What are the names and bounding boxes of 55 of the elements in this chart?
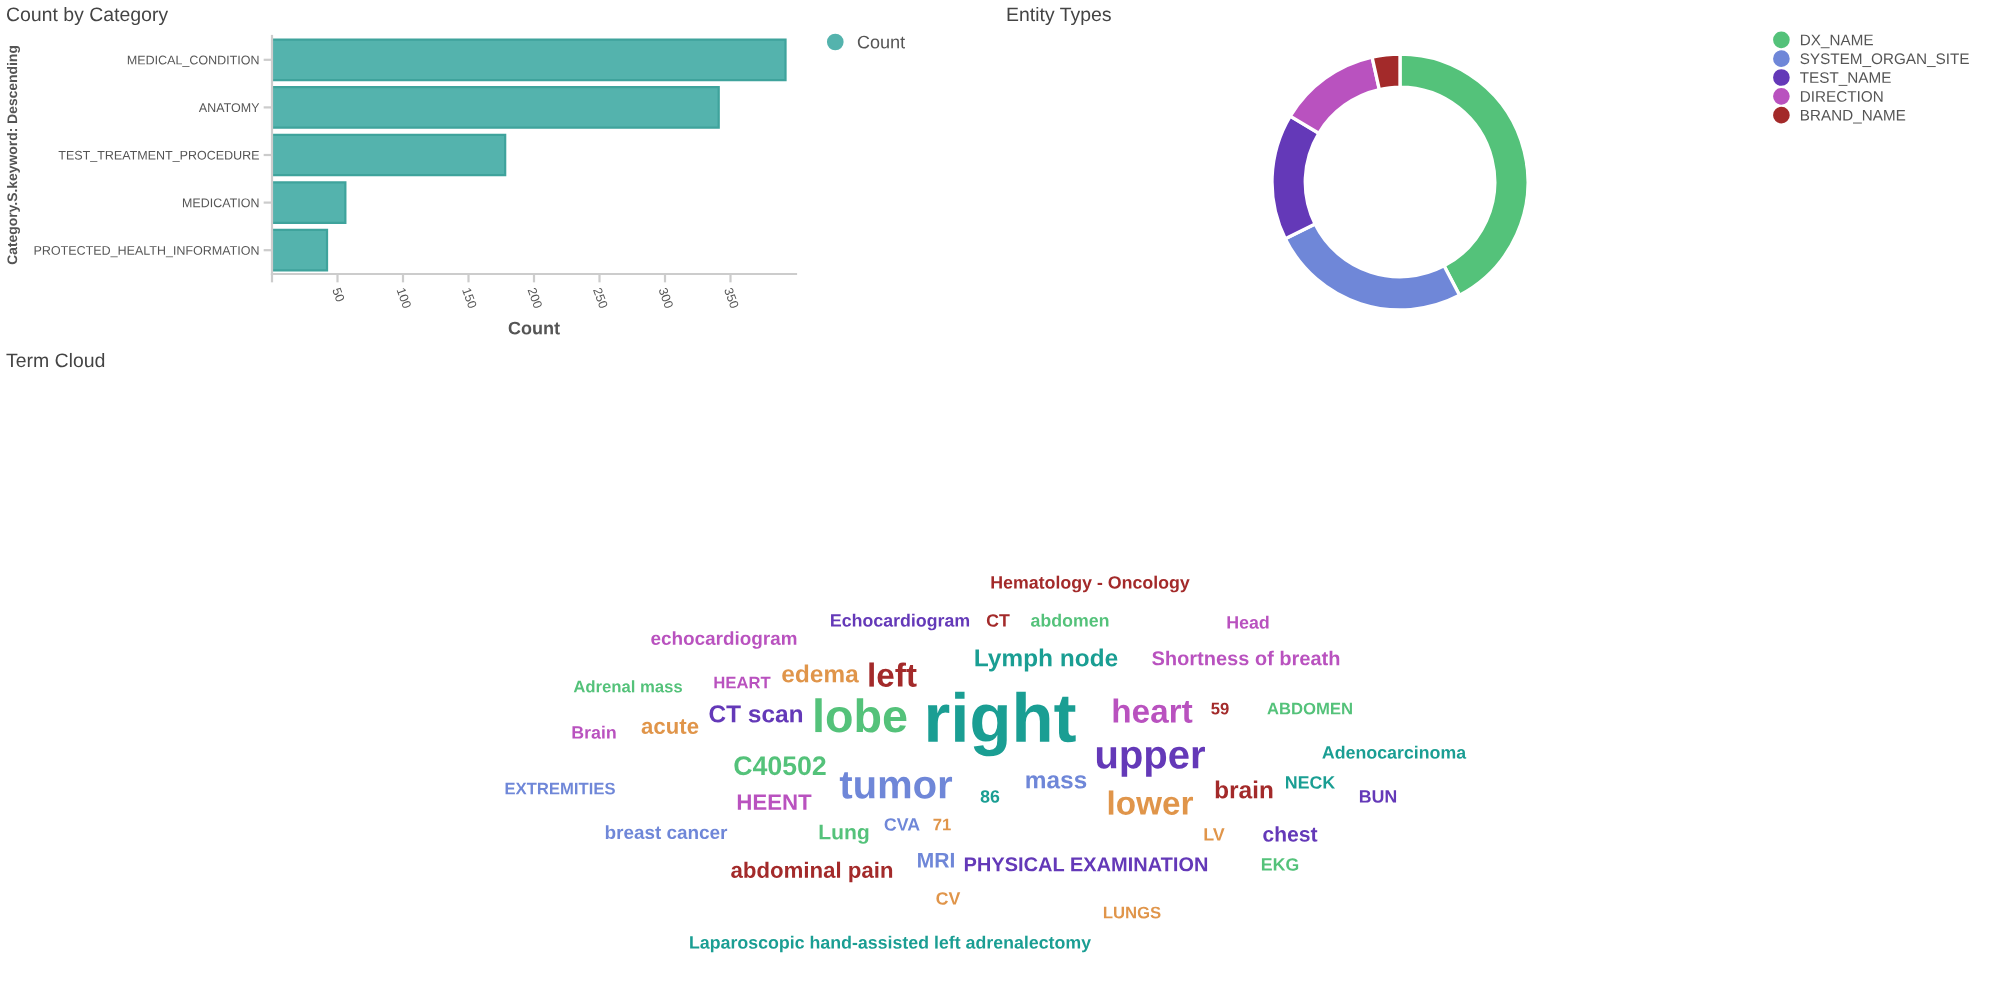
category-label: HEART: [714, 676, 771, 689]
category-label: lobe: [815, 698, 907, 733]
category-label: 86: [980, 790, 1000, 803]
category-label: EKG: [1261, 858, 1299, 871]
text: Entity Types: [1007, 6, 1111, 26]
category-label: breast cancer: [605, 825, 728, 840]
category-label: NECK: [1286, 776, 1336, 789]
category-label: left: [869, 662, 917, 687]
category-label: abdomen: [1031, 613, 1109, 627]
category-label: right: [928, 691, 1076, 757]
category-label: CV: [936, 892, 961, 905]
category-label: PHYSICAL EXAMINATION: [964, 857, 1208, 872]
category-label: MRI: [918, 852, 954, 868]
category-label: Laparoscopic hand-assisted left adrenalectomy: [690, 935, 1091, 953]
category-label: CT: [986, 614, 1010, 627]
legend-label: Count: [857, 35, 905, 49]
category-label: lower: [1108, 790, 1194, 815]
category-label: acute: [641, 719, 699, 734]
category-label: Lymph node: [975, 648, 1118, 672]
category-label: Adrenal mass: [573, 680, 682, 693]
category-label: Hematology - Oncology: [991, 575, 1190, 593]
category-label: brain: [1215, 780, 1273, 799]
category-label: Adenocarcinoma: [1322, 745, 1467, 759]
category-label: ABDOMEN: [1267, 702, 1352, 715]
category-label: BUN: [1359, 790, 1397, 803]
category-label: upper: [1096, 746, 1205, 777]
bar: [272, 181, 347, 224]
category-label: LV: [1204, 828, 1225, 841]
category-label: tumor: [839, 772, 953, 799]
category-label: abdominal pain: [731, 861, 893, 883]
x-axis-title: Count: [508, 321, 560, 335]
category-label: 59: [1211, 702, 1229, 715]
category-label: 71: [933, 818, 951, 831]
category-label: Echocardiogram: [831, 613, 970, 631]
category-label: CVA: [884, 818, 920, 831]
category-label: Shortness of breath: [1152, 650, 1340, 666]
bar: [272, 86, 720, 129]
category-label: HEENT: [737, 794, 812, 810]
category-label: CT scan: [709, 705, 803, 723]
bar: [272, 133, 507, 177]
category-label: mass: [1026, 775, 1087, 789]
category-label: LUNGS: [1103, 906, 1161, 919]
category-label: chest: [1263, 826, 1318, 842]
category-label: heart: [1113, 698, 1193, 723]
bar: [272, 228, 329, 272]
category-label: Brain: [572, 725, 616, 739]
text: Count by Category: [6, 6, 169, 26]
category-label: C40502: [734, 756, 826, 776]
category-label: EXTREMITIES: [505, 782, 615, 795]
category-label: edema: [782, 664, 859, 683]
category-label: Head: [1227, 615, 1269, 629]
text: Term Cloud: [6, 352, 105, 368]
bar: [272, 38, 787, 82]
category-label: Lung: [819, 824, 869, 844]
category-label: echocardiogram: [651, 631, 797, 649]
